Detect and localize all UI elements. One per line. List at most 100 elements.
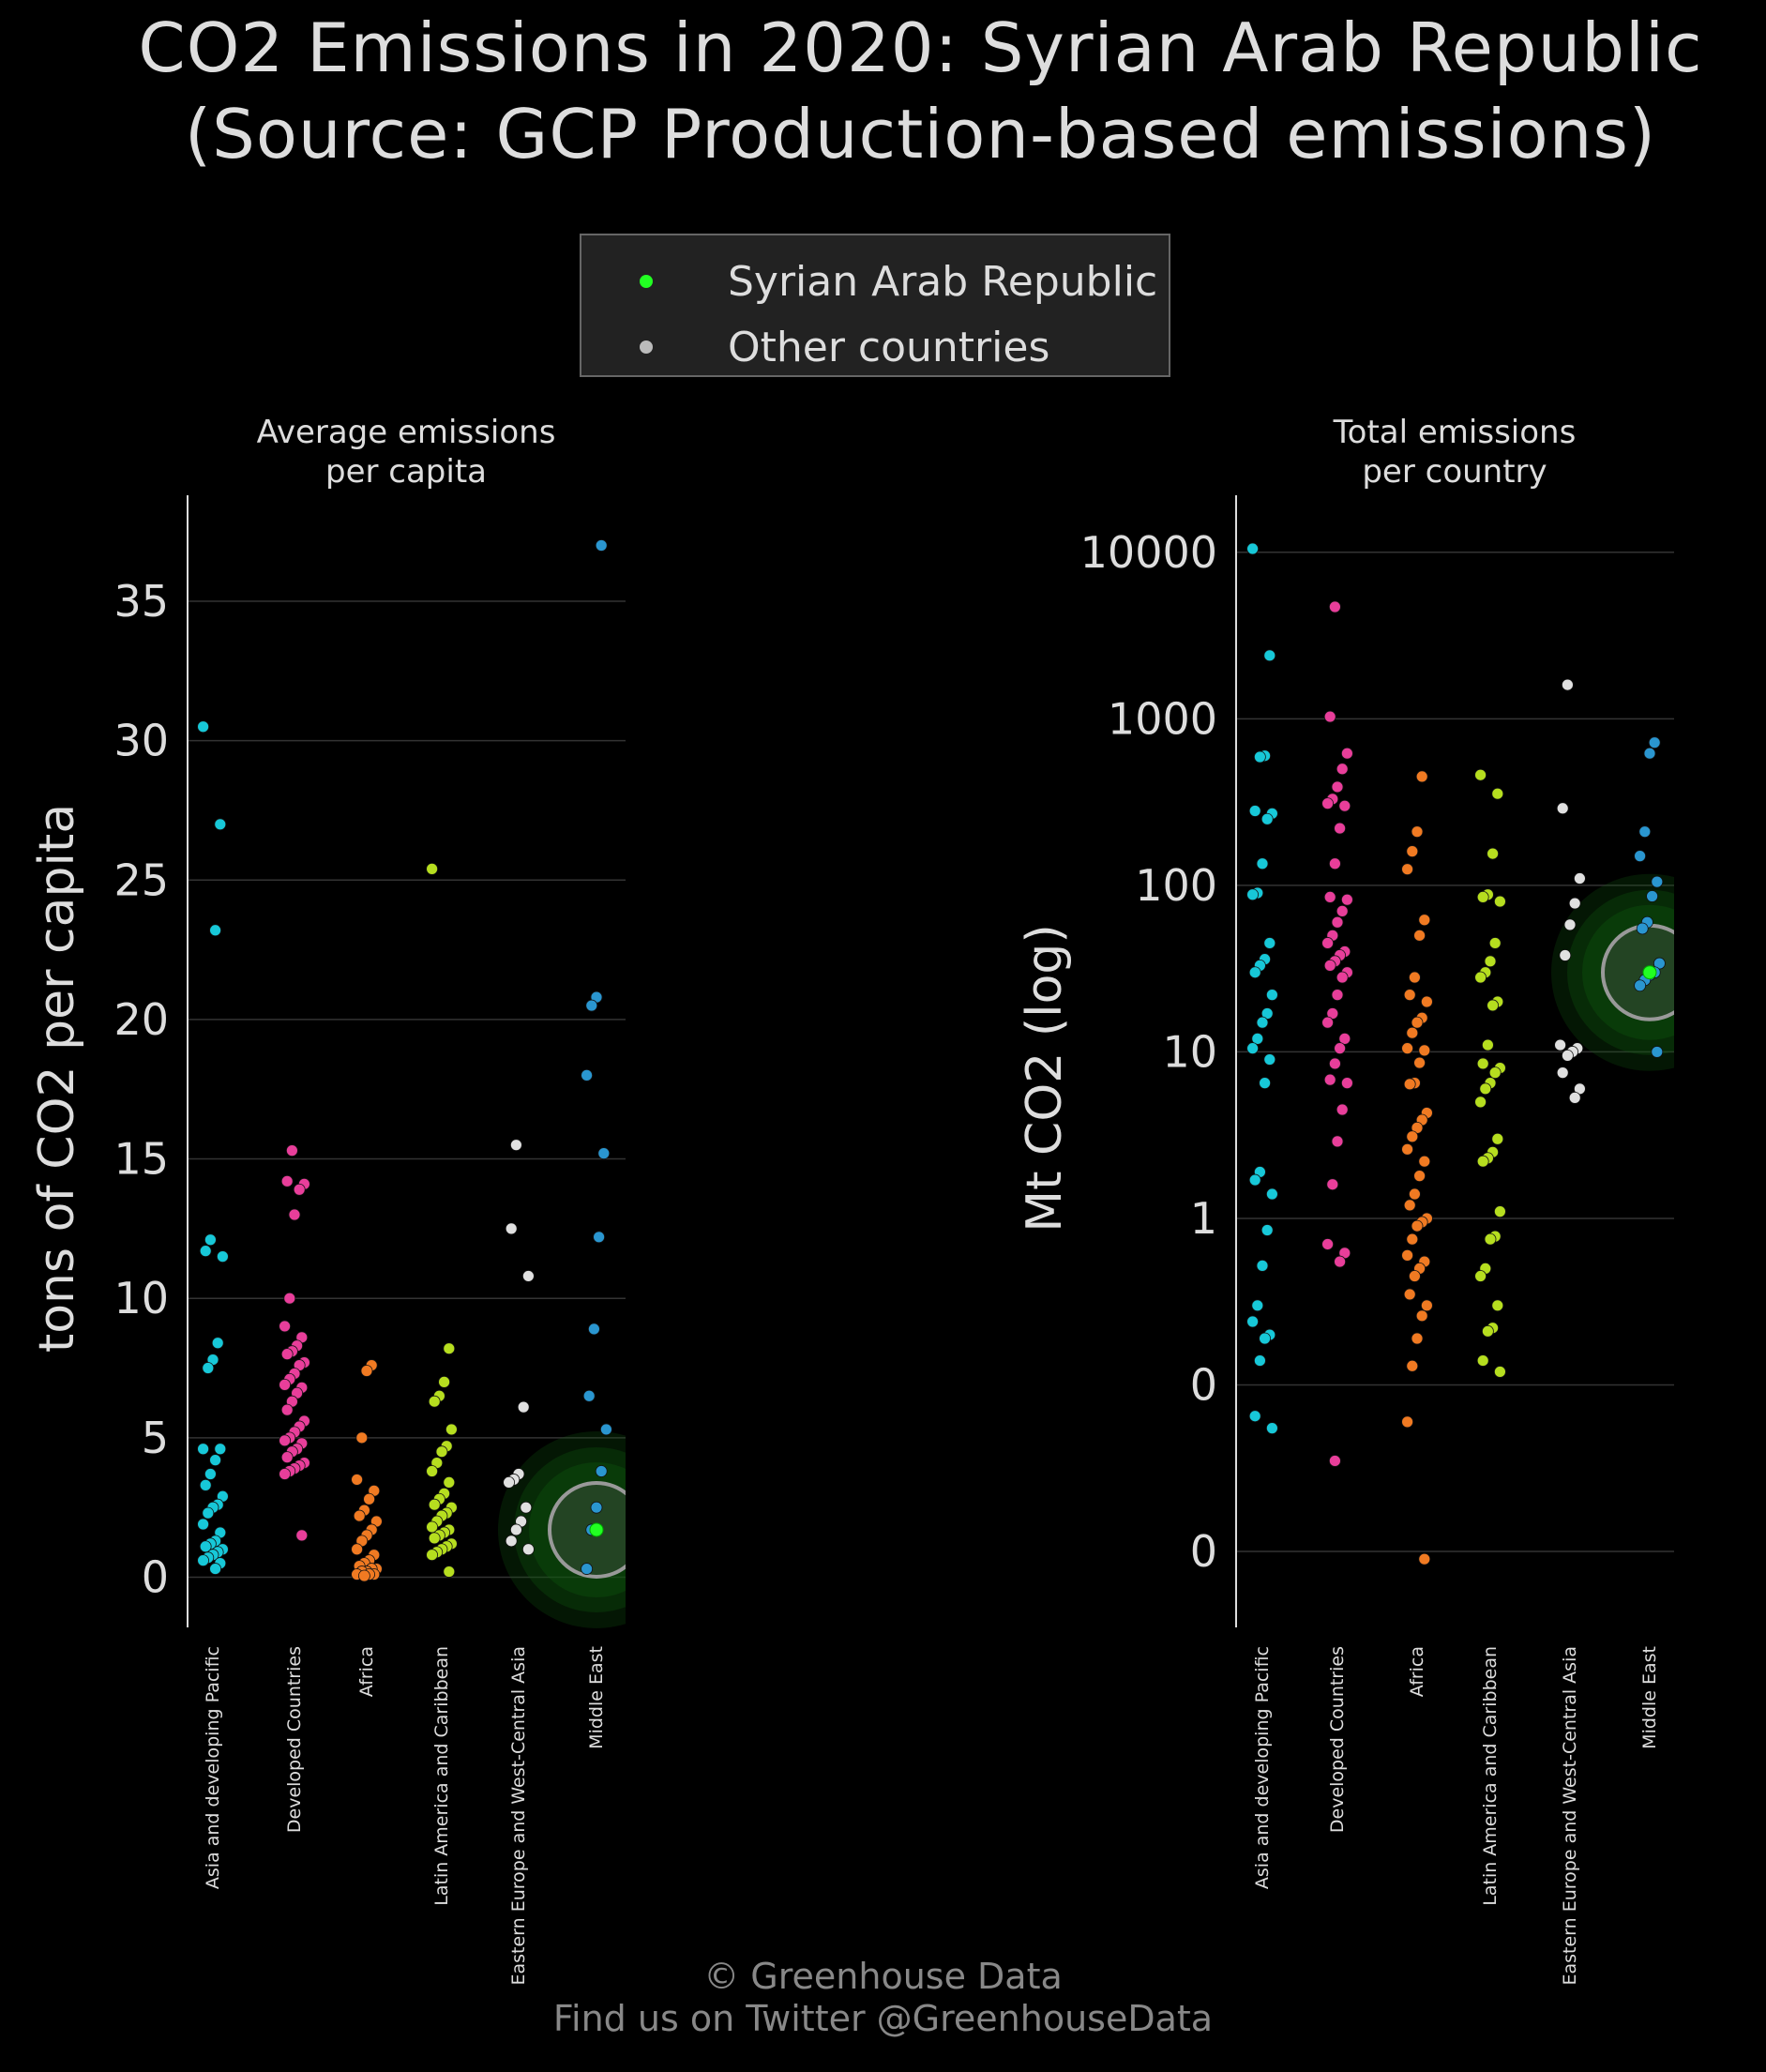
data-point-middle-east	[590, 1501, 603, 1514]
data-point-eastern-europe-and-west-central-asia	[503, 1476, 515, 1489]
data-point-developed-countries	[1331, 1135, 1344, 1148]
data-point-eastern-europe-and-west-central-asia	[1556, 1066, 1569, 1080]
data-point-developed-countries	[1323, 710, 1336, 723]
data-point-eastern-europe-and-west-central-asia	[522, 1270, 535, 1282]
data-point-latin-america-and-caribbean	[428, 1498, 441, 1511]
data-point-eastern-europe-and-west-central-asia	[1574, 872, 1586, 885]
x-tick-label-africa: Africa	[1407, 1646, 1427, 1697]
data-point-developed-countries	[280, 1174, 294, 1187]
data-point-africa	[1406, 845, 1419, 858]
data-point-developed-countries	[280, 1451, 294, 1464]
x-tick-label-middle-east: Middle East	[1639, 1646, 1660, 1749]
data-point-africa	[351, 1474, 364, 1486]
data-point-asia-and-developing-pacific	[202, 1362, 215, 1374]
data-point-middle-east	[593, 1231, 605, 1244]
data-point-africa	[355, 1431, 369, 1444]
data-point-middle-east	[1636, 922, 1649, 935]
y-tick-label: 5	[142, 1413, 169, 1463]
data-point-eastern-europe-and-west-central-asia	[1556, 802, 1569, 815]
data-point-africa	[1418, 914, 1431, 927]
data-point-developed-countries	[1331, 780, 1344, 794]
x-tick-label-middle-east: Middle East	[586, 1646, 607, 1749]
y-tick-label: 10000	[1080, 527, 1217, 578]
data-point-asia-and-developing-pacific	[1260, 812, 1274, 825]
panel-subtitle-line1: Total emissions	[1333, 414, 1577, 451]
data-point-middle-east	[595, 1465, 608, 1477]
data-point-asia-and-developing-pacific	[1266, 989, 1278, 1002]
legend-item-highlight: Syrian Arab Republic	[581, 254, 1169, 310]
data-point-latin-america-and-caribbean	[1488, 1066, 1502, 1080]
data-point-latin-america-and-caribbean	[1476, 1354, 1489, 1367]
data-point-africa	[1403, 1199, 1416, 1212]
y-axis-label: tons of CO2 per capita	[29, 804, 85, 1353]
data-point-developed-countries	[1336, 1103, 1349, 1116]
data-point-developed-countries	[1321, 797, 1334, 810]
data-point-africa	[1418, 1155, 1431, 1168]
data-point-developed-countries	[1329, 857, 1341, 870]
data-point-developed-countries	[1323, 891, 1336, 903]
data-point-africa	[1406, 1359, 1419, 1372]
data-point-asia-and-developing-pacific	[1266, 1187, 1278, 1201]
data-point-asia-and-developing-pacific	[1263, 649, 1276, 662]
data-point-middle-east	[595, 539, 608, 552]
data-point-latin-america-and-caribbean	[443, 1476, 456, 1489]
data-point-latin-america-and-caribbean	[1494, 1366, 1506, 1378]
data-point-asia-and-developing-pacific	[197, 720, 210, 734]
data-point-latin-america-and-caribbean	[445, 1423, 458, 1436]
data-point-africa	[1406, 1233, 1419, 1246]
y-tick-label: 25	[113, 855, 169, 905]
y-tick-label: 0	[1190, 1526, 1217, 1577]
data-point-latin-america-and-caribbean	[426, 1465, 439, 1477]
y-tick-label: 15	[113, 1134, 169, 1185]
data-point-africa	[1403, 1078, 1416, 1091]
data-point-middle-east	[588, 1323, 600, 1336]
data-point-asia-and-developing-pacific	[1256, 857, 1269, 870]
data-point-eastern-europe-and-west-central-asia	[1554, 1038, 1566, 1051]
data-point-asia-and-developing-pacific	[204, 1468, 217, 1480]
x-tick-label-eastern-europe-and-west-central-asia: Eastern Europe and West-Central Asia	[1560, 1646, 1580, 1986]
data-point-latin-america-and-caribbean	[1494, 1205, 1506, 1218]
data-point-africa	[1406, 1026, 1419, 1039]
y-tick-label: 100	[1135, 860, 1217, 911]
data-point-asia-and-developing-pacific	[1263, 937, 1276, 949]
data-point-developed-countries	[1336, 904, 1349, 917]
data-point-developed-countries	[279, 1320, 292, 1333]
data-point-developed-countries	[1329, 1057, 1341, 1070]
y-tick-label: 0	[1190, 1360, 1217, 1411]
data-point-eastern-europe-and-west-central-asia	[510, 1523, 522, 1536]
data-point-developed-countries	[1331, 915, 1344, 929]
data-point-africa	[1413, 929, 1426, 942]
data-point-africa	[1401, 1042, 1413, 1055]
x-tick-label-latin-america-and-caribbean: Latin America and Caribbean	[431, 1646, 452, 1906]
data-point-latin-america-and-caribbean	[1494, 895, 1506, 908]
data-point-latin-america-and-caribbean	[438, 1375, 451, 1388]
data-point-asia-and-developing-pacific	[209, 924, 222, 937]
data-point-asia-and-developing-pacific	[209, 1563, 222, 1575]
data-point-eastern-europe-and-west-central-asia	[510, 1139, 522, 1152]
data-point-africa	[353, 1509, 366, 1522]
data-point-developed-countries	[280, 1403, 294, 1416]
data-point-asia-and-developing-pacific	[1260, 1224, 1274, 1236]
data-point-middle-east	[582, 1389, 596, 1402]
data-point-latin-america-and-caribbean	[1487, 847, 1499, 860]
data-point-latin-america-and-caribbean	[426, 1549, 439, 1562]
data-point-middle-east	[1651, 1046, 1664, 1058]
data-point-developed-countries	[283, 1292, 296, 1305]
data-point-latin-america-and-caribbean	[1474, 971, 1487, 984]
data-point-middle-east	[597, 1147, 611, 1160]
data-point-asia-and-developing-pacific	[209, 1454, 222, 1467]
data-point-asia-and-developing-pacific	[197, 1554, 210, 1567]
data-point-africa	[1403, 989, 1416, 1002]
data-point-developed-countries	[279, 1378, 292, 1391]
data-point-asia-and-developing-pacific	[214, 818, 227, 831]
data-point-asia-and-developing-pacific	[202, 1506, 215, 1520]
highlight-glow	[498, 1430, 626, 1628]
highlight-glow-ring	[514, 1446, 626, 1612]
data-point-asia-and-developing-pacific	[1254, 1354, 1266, 1367]
data-point-africa	[1418, 1044, 1431, 1057]
data-point-africa	[1401, 863, 1413, 876]
data-point-africa	[1418, 1552, 1431, 1565]
data-point-developed-countries	[1321, 1016, 1334, 1029]
y-tick-label: 1000	[1108, 693, 1217, 744]
data-point-middle-east	[1638, 825, 1652, 839]
